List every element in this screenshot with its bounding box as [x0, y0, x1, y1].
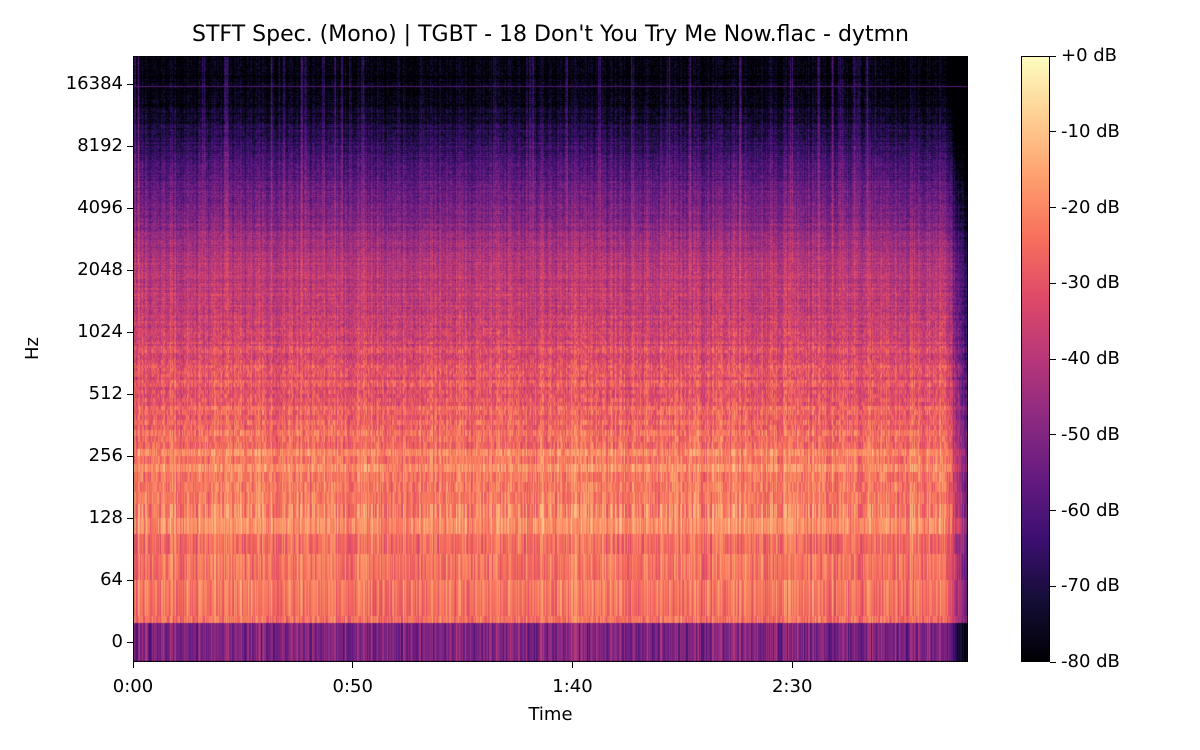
- y-tick-label: 256: [88, 445, 123, 466]
- colorbar-tick-label: -80 dB: [1061, 651, 1120, 672]
- colorbar-tick-mark: [1050, 358, 1056, 360]
- y-tick-label: 1024: [77, 321, 123, 342]
- spectrogram-heatmap: [133, 56, 968, 662]
- colorbar-tick-mark: [1050, 434, 1056, 436]
- y-axis-label: Hz: [22, 337, 43, 360]
- y-tick-mark: [127, 455, 133, 457]
- y-tick-label: 2048: [77, 259, 123, 280]
- colorbar-tick-mark: [1050, 661, 1056, 663]
- x-tick-mark: [791, 662, 793, 668]
- y-tick-label: 8192: [77, 135, 123, 156]
- colorbar-tick-label: -30 dB: [1061, 272, 1120, 294]
- x-tick-label: 2:30: [771, 676, 813, 697]
- y-tick-label: 64: [100, 569, 123, 590]
- chart-title: STFT Spec. (Mono) | TGBT - 18 Don't You …: [192, 22, 909, 47]
- colorbar-tick-label: -40 dB: [1061, 348, 1120, 369]
- colorbar-tick-mark: [1050, 282, 1056, 284]
- x-tick-label: 0:00: [112, 676, 154, 697]
- x-tick-mark: [132, 662, 134, 668]
- colorbar-tick-mark: [1050, 55, 1056, 57]
- colorbar: [1021, 56, 1050, 662]
- y-tick-mark: [127, 331, 133, 333]
- x-tick-label: 1:40: [552, 676, 593, 697]
- y-tick-mark: [127, 579, 133, 581]
- colorbar-tick-mark: [1050, 585, 1056, 587]
- colorbar-tick-label: -50 dB: [1061, 423, 1120, 445]
- y-tick-mark: [127, 207, 133, 209]
- colorbar-tick-label: -10 dB: [1061, 120, 1120, 142]
- colorbar-tick-mark: [1050, 510, 1056, 511]
- x-tick-mark: [352, 662, 354, 668]
- y-tick-mark: [127, 145, 133, 147]
- y-tick-mark: [127, 641, 133, 643]
- x-tick-mark: [571, 662, 573, 668]
- y-tick-mark: [127, 83, 133, 85]
- x-axis-label: Time: [528, 704, 573, 725]
- y-tick-label: 128: [88, 507, 123, 528]
- y-tick-mark: [127, 393, 133, 395]
- colorbar-tick-label: -70 dB: [1061, 575, 1120, 597]
- x-tick-label: 0:50: [332, 676, 373, 697]
- y-tick-mark: [127, 269, 133, 271]
- y-tick-label: 0: [111, 631, 123, 652]
- colorbar-tick-label: +0 dB: [1061, 45, 1118, 66]
- colorbar-tick-mark: [1050, 131, 1056, 133]
- y-tick-label: 4096: [77, 197, 123, 218]
- y-tick-label: 512: [88, 383, 123, 404]
- colorbar-tick-mark: [1050, 207, 1056, 208]
- colorbar-tick-label: -60 dB: [1061, 499, 1120, 521]
- colorbar-tick-label: -20 dB: [1061, 196, 1120, 218]
- y-tick-label: 16384: [65, 73, 123, 94]
- y-tick-mark: [127, 517, 133, 519]
